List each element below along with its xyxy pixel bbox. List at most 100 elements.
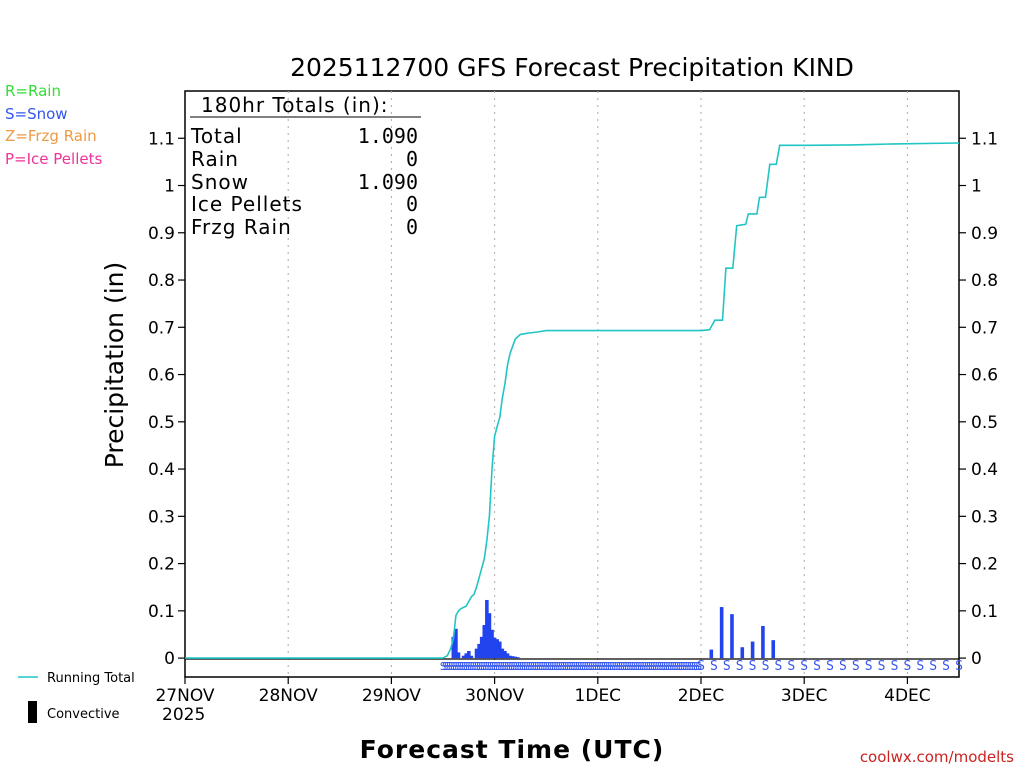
precip-type-mark: S <box>508 660 515 673</box>
precip-type-mark: S <box>450 660 457 673</box>
precip-type-mark: S <box>601 660 608 673</box>
y-tick-label-left: 0.8 <box>148 271 175 291</box>
precip-type-mark: S <box>618 660 625 673</box>
legend-freezing-rain: Z=Frzg Rain <box>5 127 97 145</box>
precip-type-mark: S <box>710 659 718 674</box>
precip-type-mark: S <box>614 660 621 673</box>
precip-type-mark: S <box>528 660 535 673</box>
precip-type-mark: S <box>498 660 505 673</box>
precip-type-mark: S <box>678 660 685 673</box>
series-legend: Running Total Convective <box>18 671 135 723</box>
precip-type-mark: S <box>584 660 591 673</box>
snow-bar <box>516 657 520 659</box>
x-axis-label: Forecast Time (UTC) <box>360 735 665 764</box>
snow-bar <box>513 656 518 659</box>
precip-type-mark: S <box>736 659 744 674</box>
snow-bar <box>461 655 466 659</box>
precip-type-marks: SSSSSSSSSSSSSSSSSSSSSSSSSSSSSSSSSSSSSSSS… <box>440 659 963 674</box>
y-tick-label-left: 0.3 <box>148 507 175 527</box>
precip-type-mark: S <box>697 659 705 674</box>
precip-type-mark: S <box>468 660 475 673</box>
precip-type-mark: S <box>502 660 509 673</box>
precip-type-mark: S <box>545 660 552 673</box>
precip-type-mark: S <box>453 660 460 673</box>
precip-type-mark: S <box>556 660 563 673</box>
precip-type-mark: S <box>446 660 453 673</box>
precip-type-mark: S <box>515 660 522 673</box>
snow-bar <box>495 639 499 659</box>
snow-bar <box>740 647 745 659</box>
precip-type-mark: S <box>685 660 692 673</box>
precip-type-mark: S <box>603 660 610 673</box>
precip-type-mark: S <box>955 659 963 674</box>
precip-type-mark: S <box>616 660 623 673</box>
precip-type-mark: S <box>612 660 619 673</box>
precip-type-mark: S <box>622 660 629 673</box>
precip-type-mark: S <box>496 660 503 673</box>
y-tick-label-left: 0.6 <box>148 366 175 386</box>
year-label: 2025 <box>162 705 205 725</box>
totals-total-value: 1.090 <box>358 124 418 148</box>
precip-type-mark: S <box>674 660 681 673</box>
precip-type-mark: S <box>813 659 821 674</box>
precip-type-mark: S <box>577 660 584 673</box>
y-tick-label-right: 0.8 <box>971 271 998 291</box>
precip-type-mark: S <box>696 660 703 673</box>
precip-type-mark: S <box>642 660 649 673</box>
snow-bar <box>456 652 461 659</box>
running-total-line <box>185 142 960 659</box>
snow-bar <box>474 648 479 659</box>
snow-bar <box>492 637 497 659</box>
precip-type-mark: S <box>571 660 578 673</box>
precip-type-mark: S <box>470 660 477 673</box>
precip-type-mark: S <box>655 660 662 673</box>
precip-type-mark: S <box>661 660 668 673</box>
precip-type-mark: S <box>551 660 558 673</box>
snow-bar <box>508 655 512 659</box>
x-tick-label: 1DEC <box>575 686 622 706</box>
snow-bar <box>709 649 714 659</box>
precip-type-mark: S <box>865 659 873 674</box>
convective-legend-swatch <box>28 701 37 723</box>
precip-type-mark: S <box>599 660 606 673</box>
precip-type-mark: S <box>891 659 899 674</box>
precip-type-mark: S <box>457 660 464 673</box>
precip-type-mark: S <box>826 659 834 674</box>
precip-type-mark: S <box>532 660 539 673</box>
snow-bar <box>771 640 776 659</box>
precip-type-mark: S <box>653 660 660 673</box>
y-tick-label-left: 0.5 <box>148 413 175 433</box>
snow-bar <box>467 651 471 659</box>
y-tick-label-left: 0.4 <box>148 460 175 480</box>
x-tick-label: 3DEC <box>781 686 828 706</box>
snow-bar <box>485 599 489 659</box>
snow-bar <box>477 643 481 659</box>
snow-bar <box>505 653 510 659</box>
plot-frame <box>184 90 960 678</box>
y-tick-label-right: 1.1 <box>971 129 998 149</box>
precip-type-mark: S <box>444 660 451 673</box>
totals-box: 180hr Totals (in): Total 1.090 Rain 0 Sn… <box>190 93 421 239</box>
precip-type-mark: S <box>478 660 485 673</box>
y-axis: 0 00.1 0.10.2 0.20.3 0.30.4 0.40.5 0.50.6 0.60.… <box>148 129 998 669</box>
precip-type-mark: S <box>723 659 731 674</box>
snow-bar <box>464 653 469 659</box>
snow-bar <box>487 613 492 659</box>
precip-type-mark: S <box>610 660 617 673</box>
precip-type-mark: S <box>683 660 690 673</box>
precip-type-mark: S <box>665 660 672 673</box>
precip-type-mark: S <box>463 660 470 673</box>
precip-type-mark: S <box>637 660 644 673</box>
x-tick-label: 29NOV <box>362 686 421 706</box>
y-tick-label-right: 0.9 <box>971 224 998 244</box>
precip-type-mark: S <box>474 660 481 673</box>
precip-type-mark: S <box>481 660 488 673</box>
precip-type-mark: S <box>620 660 627 673</box>
precip-type-mark: S <box>691 660 698 673</box>
snow-bar <box>469 655 474 659</box>
precip-type-mark: S <box>500 660 507 673</box>
precip-type-mark: S <box>672 660 679 673</box>
precip-type-mark: S <box>536 660 543 673</box>
x-tick-label: 30NOV <box>465 686 524 706</box>
precip-type-mark: S <box>487 660 494 673</box>
